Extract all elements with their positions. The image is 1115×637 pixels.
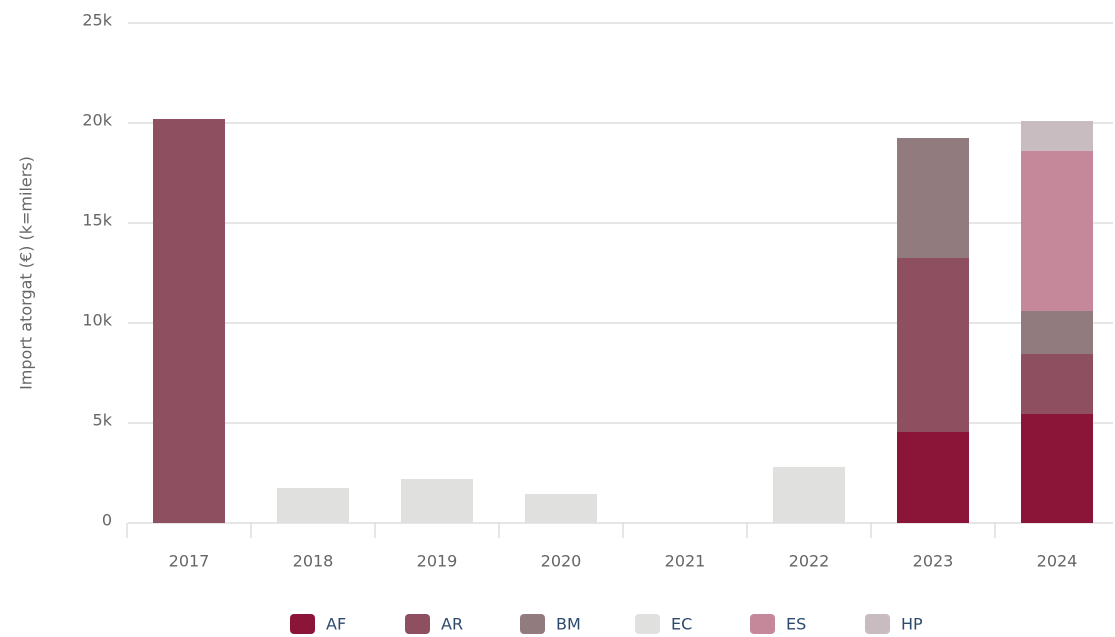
- x-tick-label: 2017: [169, 552, 210, 571]
- legend-label: AR: [441, 615, 463, 634]
- legend-label: AF: [326, 615, 346, 634]
- bar-segment: [1021, 414, 1093, 523]
- x-tick-label: 2023: [913, 552, 954, 571]
- x-tick-label: 2022: [789, 552, 830, 571]
- x-tick-label: 2024: [1037, 552, 1078, 571]
- bar-segment: [897, 432, 969, 523]
- legend-swatch: [865, 614, 890, 634]
- x-tick-label: 2020: [541, 552, 582, 571]
- bar-segment: [1021, 311, 1093, 354]
- bar-segment: [401, 479, 473, 523]
- y-axis-label: Import atorgat (€) (k=milers): [17, 156, 36, 390]
- legend-label: EC: [671, 615, 692, 634]
- y-tick-label: 10k: [82, 311, 112, 330]
- legend-label: HP: [901, 615, 923, 634]
- y-tick-label: 25k: [82, 11, 112, 30]
- legend-swatch: [405, 614, 430, 634]
- y-tick-label: 0: [102, 511, 112, 530]
- x-tick-label: 2019: [417, 552, 458, 571]
- bar-segment: [525, 494, 597, 523]
- bar-segment: [897, 138, 969, 258]
- bar-segment: [897, 258, 969, 432]
- x-tick-label: 2018: [293, 552, 334, 571]
- bar-segment: [1021, 354, 1093, 414]
- bar-segment: [1021, 121, 1093, 151]
- y-tick-label: 20k: [82, 111, 112, 130]
- bar-segment: [153, 119, 225, 523]
- legend-swatch: [520, 614, 545, 634]
- bar-segment: [1021, 151, 1093, 311]
- legend-label: ES: [786, 615, 806, 634]
- legend-swatch: [750, 614, 775, 634]
- legend-swatch: [635, 614, 660, 634]
- y-tick-label: 5k: [93, 411, 113, 430]
- bar-segment: [773, 467, 845, 523]
- y-tick-label: 15k: [82, 211, 112, 230]
- bar-segment: [277, 488, 349, 523]
- legend-swatch: [290, 614, 315, 634]
- x-tick-label: 2021: [665, 552, 706, 571]
- legend-label: BM: [556, 615, 581, 634]
